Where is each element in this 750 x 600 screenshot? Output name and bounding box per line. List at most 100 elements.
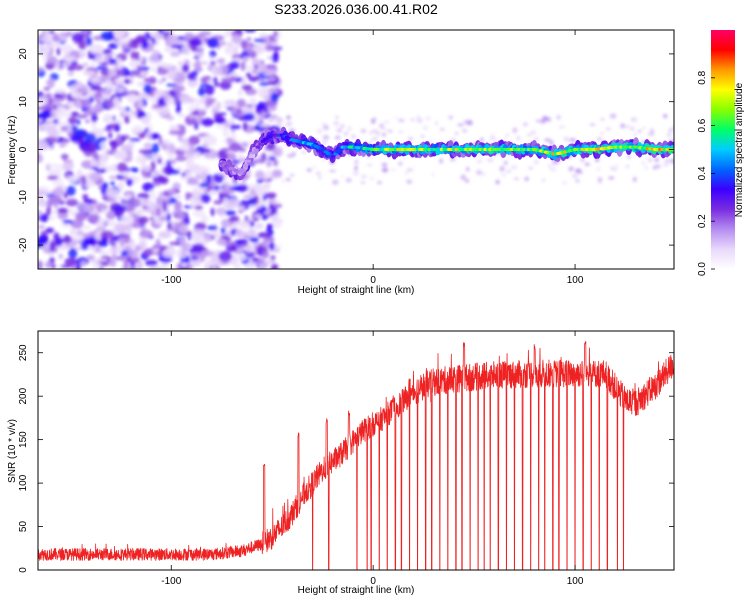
noise-blob bbox=[118, 37, 131, 44]
noise-blob bbox=[236, 248, 244, 253]
noise-blob bbox=[147, 76, 157, 85]
speckle bbox=[596, 138, 603, 140]
speckle bbox=[370, 176, 374, 181]
noise-blob bbox=[143, 143, 153, 148]
noise-blob bbox=[146, 111, 152, 122]
noise-blob bbox=[116, 133, 122, 144]
noise-blob bbox=[229, 124, 241, 130]
noise-blob bbox=[219, 80, 232, 90]
colorbar-tick-label: 0.6 bbox=[697, 118, 708, 132]
noise-blob bbox=[178, 94, 191, 103]
carrier-core bbox=[255, 145, 261, 149]
speckle bbox=[648, 157, 653, 163]
noise-blob bbox=[49, 242, 55, 252]
noise-blob bbox=[210, 207, 215, 217]
noise-blob bbox=[248, 76, 260, 82]
noise-blob bbox=[114, 64, 123, 71]
noise-blob bbox=[256, 86, 269, 98]
speckle bbox=[533, 159, 539, 165]
noise-blob bbox=[106, 188, 120, 198]
noise-blob bbox=[188, 135, 201, 146]
noise-blob bbox=[70, 111, 80, 116]
noise-blob bbox=[38, 152, 42, 163]
snr-marks bbox=[38, 341, 674, 570]
noise-blob bbox=[136, 64, 142, 75]
noise-blob bbox=[96, 96, 110, 101]
noise-blob bbox=[45, 261, 52, 269]
noise-blob bbox=[231, 33, 242, 44]
noise-blob bbox=[54, 88, 66, 94]
speckle bbox=[670, 158, 674, 164]
noise-blob bbox=[204, 84, 215, 96]
speckle bbox=[417, 141, 420, 144]
noise-blob bbox=[198, 112, 203, 118]
speckle bbox=[623, 125, 631, 128]
noise-blob bbox=[150, 160, 156, 172]
noise-blob bbox=[164, 165, 171, 172]
noise-blob bbox=[96, 136, 107, 142]
noise-blob bbox=[56, 47, 61, 56]
snr-y-tick-label: 250 bbox=[18, 344, 29, 361]
noise-blob bbox=[192, 210, 206, 218]
noise-blob bbox=[155, 91, 167, 96]
speckle bbox=[664, 159, 672, 163]
noise-blob bbox=[127, 141, 136, 146]
noise-blob bbox=[268, 241, 275, 251]
noise-blob bbox=[120, 198, 126, 204]
noise-blob bbox=[194, 200, 201, 205]
snr-x-tick-label: 0 bbox=[370, 576, 376, 587]
noise-blob bbox=[100, 230, 115, 239]
carrier-core bbox=[333, 152, 339, 156]
noise-blob bbox=[188, 252, 202, 257]
noise-blob bbox=[138, 239, 147, 250]
speckle bbox=[455, 132, 458, 135]
noise-blob bbox=[54, 236, 64, 247]
noise-blob bbox=[39, 35, 54, 43]
noise-blob bbox=[143, 83, 152, 94]
noise-blob bbox=[176, 86, 181, 97]
noise-blob bbox=[173, 222, 182, 228]
speckle bbox=[410, 118, 414, 121]
noise-blob bbox=[226, 241, 233, 247]
speckle bbox=[575, 168, 582, 174]
speckle bbox=[263, 175, 269, 181]
noise-blob bbox=[199, 148, 211, 154]
speckle bbox=[627, 155, 631, 159]
noise-blob bbox=[59, 223, 70, 227]
noise-blob bbox=[248, 50, 257, 59]
noise-blob bbox=[63, 55, 77, 62]
noise-blob bbox=[258, 263, 268, 269]
noise-blob bbox=[46, 78, 55, 89]
noise-blob bbox=[191, 243, 205, 252]
noise-blob bbox=[170, 44, 184, 49]
speckle bbox=[351, 134, 356, 139]
noise-blob bbox=[207, 225, 218, 231]
colorbar-tick-label: 0.0 bbox=[697, 262, 708, 276]
noise-blob bbox=[58, 253, 64, 260]
noise-blob bbox=[95, 54, 104, 64]
spectrogram-y-tick-label: 0 bbox=[18, 146, 29, 152]
noise-blob bbox=[235, 43, 241, 48]
speckle bbox=[405, 172, 408, 175]
noise-blob bbox=[62, 153, 67, 162]
speckle bbox=[370, 137, 375, 143]
noise-blob bbox=[82, 193, 89, 200]
noise-blob bbox=[83, 198, 94, 204]
noise-blob bbox=[86, 141, 97, 153]
noise-blob bbox=[142, 182, 155, 192]
speckle bbox=[440, 128, 445, 131]
noise-blob bbox=[197, 108, 208, 113]
noise-blob bbox=[169, 50, 181, 58]
speckle bbox=[606, 127, 611, 130]
noise-blob bbox=[90, 77, 101, 83]
noise-blob bbox=[243, 64, 255, 72]
noise-blob bbox=[234, 239, 248, 244]
speckle bbox=[522, 122, 529, 127]
speckle bbox=[276, 122, 283, 126]
noise-blob bbox=[108, 246, 123, 255]
noise-blob bbox=[75, 262, 82, 269]
noise-blob bbox=[190, 197, 196, 209]
speckle bbox=[503, 160, 508, 166]
noise-blob bbox=[207, 37, 219, 49]
noise-blob bbox=[212, 173, 225, 184]
